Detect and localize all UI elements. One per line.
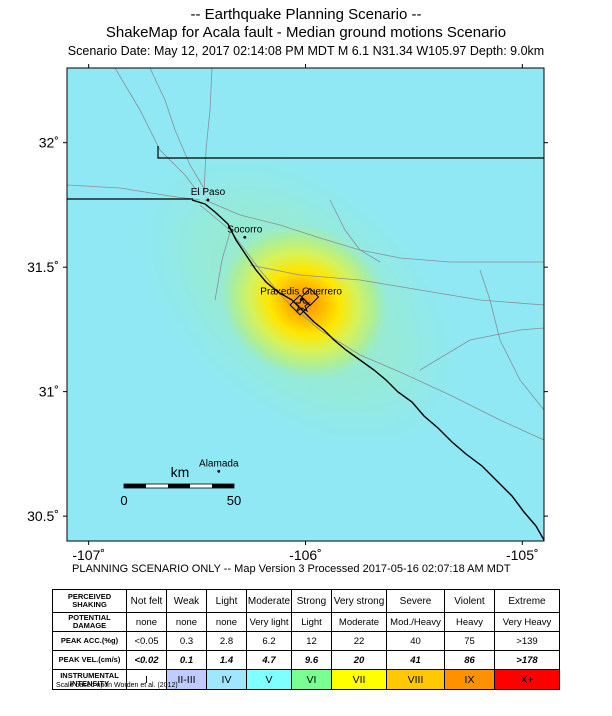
place-label: El Paso	[191, 187, 226, 198]
legend-cell: >139	[494, 631, 560, 651]
legend-cell: 20	[331, 650, 387, 670]
legend-cell: Severe	[386, 589, 445, 613]
legend-cell: none	[206, 612, 247, 632]
instrumental-intensity-row: INSTRUMENTAL INTENSITY I II-III IV V VI VII VIII…	[52, 669, 560, 690]
longitude-axis: -107˚ -106˚ -105˚	[72, 64, 539, 560]
legend-cell: none	[166, 612, 207, 632]
scale-bar-start: 0	[120, 493, 127, 508]
legend-cell: Weak	[166, 589, 207, 613]
lat-tick-label: 31.5˚	[27, 259, 59, 275]
legend-cell: Very light	[246, 612, 292, 632]
planning-footer: PLANNING SCENARIO ONLY -- Map Version 3 …	[72, 563, 511, 575]
legend-row-label-line: PEAK ACC.(%g)	[60, 636, 119, 645]
map-title-line-1: -- Earthquake Planning Scenario --	[190, 6, 422, 23]
perceived-shaking-row: PERCEIVED SHAKING Not felt Weak Light Moderat…	[52, 589, 560, 613]
place-dot	[243, 235, 247, 239]
epicenter-star-icon	[293, 296, 311, 313]
legend-row-label-line: SHAKING	[72, 600, 107, 609]
legend-row-label: POTENTIAL DAMAGE	[52, 612, 127, 632]
legend-cell: <0.05	[126, 631, 167, 651]
legend-cell: Mod./Heavy	[386, 612, 445, 632]
road-network	[67, 68, 544, 441]
legend-cell: >178	[494, 650, 560, 670]
legend-cell: 1.4	[206, 650, 247, 670]
legend-cell: Very strong	[331, 589, 387, 613]
place-dot	[217, 469, 221, 473]
legend-cell: 9.6	[291, 650, 332, 670]
legend-cell: 2.8	[206, 631, 247, 651]
legend-cell: Moderate	[331, 612, 387, 632]
legend-row-label-line: POTENTIAL	[68, 613, 111, 622]
latitude-axis: 32˚ 31.5˚ 31˚ 30.5˚	[27, 135, 548, 524]
legend-cell: <0.02	[126, 650, 167, 670]
legend-cell: Light	[206, 589, 247, 613]
scale-bar-end: 50	[227, 493, 241, 508]
legend-cell: Moderate	[246, 589, 292, 613]
legend-row-label: PEAK VEL.(cm/s)	[52, 650, 127, 670]
legend-cell: II-III	[166, 669, 207, 690]
place-label: Alamada	[199, 458, 239, 469]
legend-row-label-line: INSTRUMENTAL	[60, 670, 119, 680]
legend-row-label-line: PEAK VEL.(cm/s)	[58, 655, 121, 664]
lon-tick-label: -106˚	[289, 547, 322, 560]
lat-tick-label: 32˚	[39, 135, 59, 151]
scale-bar: km 0 50	[120, 464, 241, 508]
lat-tick-label: 31˚	[39, 384, 59, 400]
lon-tick-label: -105˚	[506, 547, 539, 560]
legend-cell: IX	[444, 669, 495, 690]
intensity-legend: PERCEIVED SHAKING Not felt Weak Light Moderat…	[52, 589, 560, 690]
legend-cell: none	[126, 612, 167, 632]
legend-cell: VI	[291, 669, 332, 690]
legend-cell: 4.7	[246, 650, 292, 670]
legend-cell: 41	[386, 650, 445, 670]
epicenter-marker	[289, 287, 320, 316]
legend-row-label: INSTRUMENTAL INTENSITY	[52, 669, 127, 690]
legend-cell: Light	[291, 612, 332, 632]
legend-cell: V	[246, 669, 292, 690]
state-border-line	[157, 146, 544, 159]
legend-cell: X+	[494, 669, 560, 690]
legend-cell: 75	[444, 631, 495, 651]
scale-bar-unit: km	[171, 464, 190, 480]
lat-tick-label: 30.5˚	[27, 508, 59, 524]
international-border-rio-grande	[191, 199, 544, 541]
legend-cell: 6.2	[246, 631, 292, 651]
potential-damage-row: POTENTIAL DAMAGE none none none Very light Lig…	[52, 612, 560, 632]
legend-cell: Heavy	[444, 612, 495, 632]
lon-tick-label: -107˚	[72, 547, 105, 560]
legend-cell: 86	[444, 650, 495, 670]
shakemap-figure: 32˚ 31.5˚ 31˚ 30.5˚ -107˚ -106˚ -105˚ El Paso…	[27, 64, 548, 560]
legend-cell: 40	[386, 631, 445, 651]
place-label: Praxedis Guerrero	[260, 287, 342, 298]
scale-note: Scale based upon Worden et al. (2012)	[56, 682, 178, 689]
peak-vel-row: PEAK VEL.(cm/s) <0.02 0.1 1.4 4.7 9.6 20 41 86 >1…	[52, 650, 560, 670]
legend-cell: Very Heavy	[494, 612, 560, 632]
legend-row-label-line: DAMAGE	[72, 621, 107, 630]
legend-cell: 22	[331, 631, 387, 651]
legend-row-label: PERCEIVED SHAKING	[52, 589, 127, 613]
place-labels: El Paso Socorro Praxedis Guerrero Alamada	[191, 187, 342, 473]
legend-cell: Strong	[291, 589, 332, 613]
legend-cell: VIII	[386, 669, 445, 690]
legend-cell: 0.3	[166, 631, 207, 651]
map-title-line-2: ShakeMap for Acala fault - Median ground…	[105, 24, 507, 41]
place-dot	[206, 198, 210, 202]
legend-cell: Violent	[444, 589, 495, 613]
legend-cell: IV	[206, 669, 247, 690]
legend-cell: Not felt	[126, 589, 167, 613]
legend-row-label-line: INTENSITY	[69, 678, 110, 688]
peak-acc-row: PEAK ACC.(%g) <0.05 0.3 2.8 6.2 12 22 40 75 >139	[52, 631, 560, 651]
legend-row-label: PEAK ACC.(%g)	[52, 631, 127, 651]
legend-row-label-line: PERCEIVED	[67, 592, 112, 601]
legend-cell: VII	[331, 669, 387, 690]
legend-cell: 0.1	[166, 650, 207, 670]
place-label: Socorro	[227, 224, 262, 235]
legend-cell: Extreme	[494, 589, 560, 613]
scenario-info-line: Scenario Date: May 12, 2017 02:14:08 PM …	[67, 44, 545, 58]
legend-cell: 12	[291, 631, 332, 651]
